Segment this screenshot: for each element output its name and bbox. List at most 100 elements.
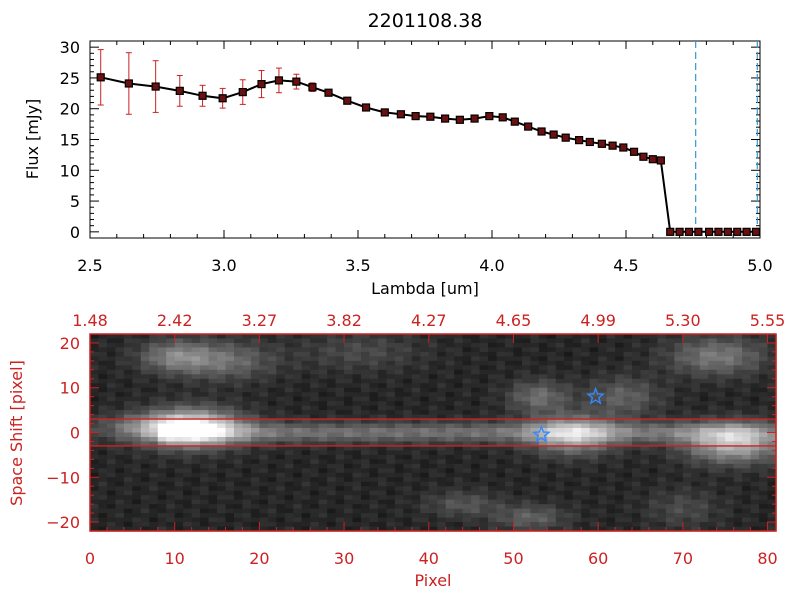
heatmap-cell [767,499,777,505]
heatmap-cell [276,342,286,349]
heatmap-cell [716,495,726,501]
heatmap-cell [394,347,404,353]
heatmap-cell [191,405,201,411]
heatmap-cell [140,468,150,474]
heatmap-cell [725,468,735,474]
heatmap-cell [564,481,574,487]
heatmap-cell [750,383,760,389]
heatmap-cell [471,450,481,456]
heatmap-cell [479,423,489,429]
heatmap-cell [200,499,210,505]
heatmap-cell [318,513,328,519]
heatmap-cell [699,351,709,357]
heatmap-cell [310,338,320,344]
heatmap-cell [640,517,650,523]
heatmap-cell [403,441,413,447]
heatmap-cell [259,441,269,447]
heatmap-cell [530,522,540,528]
heatmap-cell [369,468,379,474]
heatmap-cell [725,410,735,416]
heatmap-cell [632,351,642,357]
heatmap-cell [386,338,396,344]
heatmap-cell [742,472,752,478]
heatmap-cell [445,463,455,469]
heatmap-cell [420,396,430,402]
heatmap-cell [598,334,608,340]
heatmap-cell [225,508,235,514]
heatmap-cell [725,374,735,380]
heatmap-cell [725,369,735,375]
heatmap-cell [615,477,625,483]
heatmap-cell [98,347,108,353]
heatmap-cell [200,405,210,411]
heatmap-cell [488,423,498,429]
heatmap-cell [157,495,167,501]
heatmap-cell [581,522,591,528]
heatmap-cell [318,495,328,501]
heatmap-cell [742,387,752,393]
heatmap-cell [293,405,303,411]
heatmap-cell [217,342,227,349]
heatmap-cell [403,517,413,523]
heatmap-cell [106,360,117,366]
heatmap-cell [420,347,430,353]
heatmap-cell [708,508,718,514]
heatmap-cell [564,526,574,532]
heatmap-cell [115,477,125,483]
heatmap-cell [445,383,455,389]
heatmap-cell [369,441,379,447]
heatmap-cell [504,490,515,496]
heatmap-cell [716,428,726,434]
heatmap-cell [657,526,667,532]
heatmap-cell [589,499,599,505]
heatmap-cell [682,436,692,443]
heatmap-cell [98,526,108,532]
heatmap-cell [403,472,413,478]
heatmap-cell [352,334,362,340]
heatmap-xtick-label: 50 [503,549,523,568]
heatmap-cell [445,396,455,402]
heatmap-cell [725,432,735,438]
heatmap-cell [504,463,515,469]
heatmap-cell [200,450,210,456]
heatmap-cell [335,347,345,353]
heatmap-cell [293,436,303,443]
heatmap-cell [90,441,100,447]
heatmap-cell [318,472,328,478]
heatmap-cell [496,472,506,478]
heatmap-cell [267,441,277,447]
heatmap-cell [403,499,413,505]
heatmap-cell [149,414,159,420]
heatmap-cell [310,445,320,452]
heatmap-cell [733,526,743,532]
heatmap-cell [115,436,125,443]
heatmap-cell [394,486,404,492]
heatmap-cell [665,374,675,380]
heatmap-cell [106,459,117,465]
heatmap-cell [386,513,396,519]
heatmap-cell [640,486,650,492]
source-star-marker [531,424,551,443]
heatmap-cell [454,499,464,505]
heatmap-cell [488,436,498,443]
heatmap-cell [632,508,642,514]
heatmap-cell [759,419,769,425]
heatmap-cell [598,410,608,416]
heatmap-cell [123,414,133,420]
heatmap-cell [242,504,252,510]
heatmap-cell [166,392,176,398]
heatmap-cell [394,414,404,420]
heatmap-cell [598,513,608,519]
heatmap-cell [411,334,421,340]
heatmap-cell [437,508,447,514]
heatmap-cell [123,401,133,407]
heatmap-cell [132,486,142,492]
heatmap-cell [606,441,616,447]
heatmap-cell [462,378,472,384]
heatmap-cell [90,334,100,340]
data-point [292,77,301,86]
heatmap-cell [555,401,565,407]
heatmap-cell [420,450,430,456]
heatmap-cell [267,383,277,389]
heatmap-cell [699,450,709,456]
